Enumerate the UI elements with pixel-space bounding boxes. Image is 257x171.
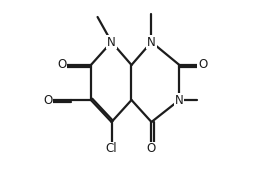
Text: O: O xyxy=(147,142,156,155)
Text: N: N xyxy=(107,36,116,49)
Text: O: O xyxy=(198,58,207,71)
Text: O: O xyxy=(43,94,52,107)
Text: N: N xyxy=(175,94,184,107)
Text: Cl: Cl xyxy=(106,142,117,155)
Text: N: N xyxy=(147,36,156,49)
Text: O: O xyxy=(57,58,66,71)
